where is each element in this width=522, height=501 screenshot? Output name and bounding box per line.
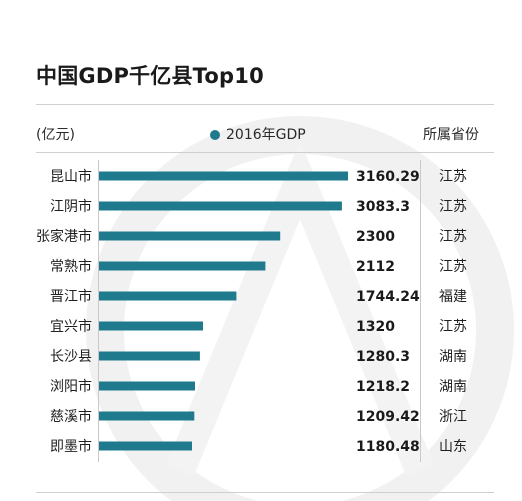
bar	[99, 171, 348, 181]
header-divider	[36, 152, 494, 153]
bar	[99, 411, 195, 421]
province-label: 江苏	[439, 169, 467, 185]
category-label: 长沙县	[50, 349, 92, 365]
province-label: 浙江	[439, 409, 467, 425]
province-label: 江苏	[439, 199, 467, 215]
province-label: 湖南	[439, 379, 467, 395]
bar	[99, 201, 342, 211]
category-label: 慈溪市	[50, 408, 92, 425]
province-header: 所属省份	[423, 127, 479, 143]
legend: 2016年GDP	[210, 124, 306, 144]
value-label: 3160.29	[356, 169, 420, 185]
province-label: 江苏	[439, 319, 467, 335]
bar	[99, 321, 203, 331]
category-label: 昆山市	[50, 168, 92, 185]
legend-swatch	[210, 130, 220, 140]
value-label: 1180.48	[356, 439, 420, 455]
axis-line	[98, 160, 99, 462]
province-label: 山东	[439, 439, 467, 455]
province-label: 江苏	[439, 259, 467, 275]
unit-label: (亿元)	[36, 127, 75, 143]
bottom-divider	[36, 492, 494, 493]
category-label: 张家港市	[36, 228, 92, 245]
bar	[99, 441, 192, 451]
province-label: 江苏	[439, 229, 467, 245]
value-label: 1209.42	[356, 409, 420, 425]
category-label: 常熟市	[50, 258, 92, 275]
value-label: 3083.3	[356, 199, 410, 215]
bar	[99, 231, 281, 241]
bar	[99, 261, 266, 271]
value-label: 2112	[356, 259, 395, 275]
value-label: 2300	[356, 229, 395, 245]
value-label: 1744.24	[356, 289, 420, 305]
category-label: 江阴市	[50, 198, 92, 215]
title-divider	[36, 104, 494, 105]
bar	[99, 351, 200, 361]
value-label: 1218.2	[356, 379, 410, 395]
category-label: 即墨市	[50, 438, 92, 455]
province-divider	[420, 160, 421, 462]
province-label: 湖南	[439, 349, 467, 365]
legend-label: 2016年GDP	[226, 127, 306, 143]
value-label: 1320	[356, 319, 395, 335]
bar	[99, 381, 195, 391]
value-label: 1280.3	[356, 349, 410, 365]
category-label: 浏阳市	[50, 378, 92, 395]
chart-title: 中国GDP千亿县Top10	[36, 64, 264, 88]
province-label: 福建	[439, 289, 467, 305]
category-label: 宜兴市	[50, 318, 92, 335]
bar	[99, 291, 237, 301]
category-label: 晋江市	[50, 288, 92, 305]
